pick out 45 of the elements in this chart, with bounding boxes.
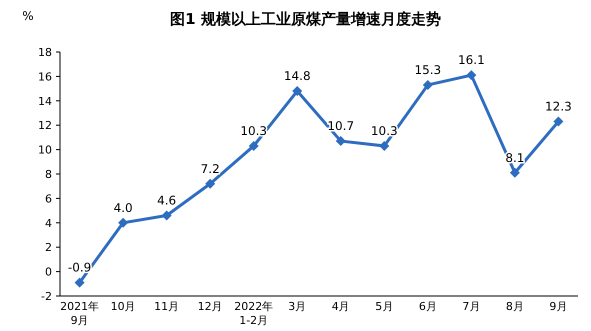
x-tick-label: 8月: [506, 300, 524, 313]
data-label: 10.7: [327, 119, 354, 134]
y-tick-label: 8: [45, 168, 52, 181]
y-tick-label: 16: [38, 70, 52, 84]
y-tick-label: 4: [45, 216, 52, 230]
y-tick-label: 12: [38, 119, 52, 132]
point: [162, 210, 172, 220]
point: [292, 86, 302, 96]
data-label: 4.6: [157, 193, 176, 208]
data-label: 15.3: [414, 62, 442, 77]
x-tick-label: 12月: [198, 300, 223, 313]
point: [336, 136, 346, 146]
x-tick-label: 4月: [332, 300, 350, 313]
data-label: 7.2: [200, 162, 220, 176]
point: [205, 178, 216, 189]
data-label: 4.0: [114, 200, 133, 215]
x-tick-label: 6月: [418, 300, 437, 313]
point: [248, 140, 259, 151]
x-tick-label: 9月: [549, 300, 568, 313]
chart-title: 图1 规模以上工业原煤产量增速月度走势: [170, 10, 441, 28]
x-tick-label: 11月: [154, 300, 180, 313]
y-tick-label: 0: [45, 266, 52, 279]
data-label: 14.8: [284, 69, 311, 84]
data-label: 12.3: [545, 100, 572, 114]
point: [379, 140, 390, 151]
point: [422, 80, 433, 90]
y-tick-label: 2: [45, 241, 52, 254]
point: [74, 278, 85, 288]
point: [466, 70, 476, 80]
point: [510, 168, 520, 178]
point: [553, 116, 564, 127]
x-tick-label: 3月: [288, 300, 306, 313]
x-tick-label: 10月: [110, 300, 136, 313]
y-axis-title: %: [22, 9, 34, 23]
point: [118, 218, 128, 228]
x-tick-label: 7月: [462, 300, 480, 313]
x-tick-label: 2022年 1-2月: [234, 300, 274, 327]
y-tick-label: 18: [38, 46, 52, 59]
y-tick-label: 6: [45, 192, 52, 206]
data-label: 16.1: [458, 53, 485, 68]
x-tick-label: 2021年 9月: [60, 300, 100, 327]
x-tick-label: 5月: [375, 300, 394, 313]
y-tick-label: -2: [41, 290, 52, 303]
y-tick-label: 10: [38, 144, 52, 157]
y-tick-label: 14: [38, 94, 52, 108]
